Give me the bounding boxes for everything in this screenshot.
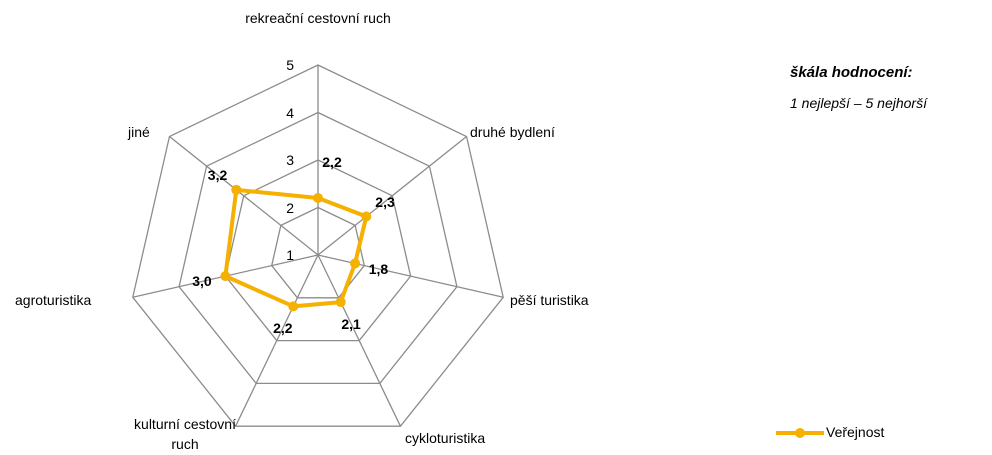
value-label: 1,8 <box>368 260 389 277</box>
tick-label: 4 <box>286 104 294 121</box>
category-label: druhé bydlení <box>470 124 555 140</box>
category-label: cykloturistika <box>405 430 486 446</box>
value-label: 3,0 <box>192 273 212 290</box>
value-label: 2,2 <box>322 154 342 170</box>
grid-ring <box>178 111 458 385</box>
series-point <box>350 258 361 269</box>
value-label: 3,2 <box>207 166 228 183</box>
annotation: 1 nejlepší – 5 nejhorší <box>790 95 927 111</box>
grid-ring <box>132 64 504 427</box>
legend-label: Veřejnost <box>826 424 885 440</box>
spoke <box>317 254 402 427</box>
spoke <box>317 254 504 298</box>
value-label: 2,1 <box>341 315 361 332</box>
category-label: rekreační cestovní ruch <box>245 10 391 26</box>
category-label: jiné <box>128 124 150 140</box>
series-point <box>220 271 231 282</box>
tick-label: 2 <box>286 199 294 216</box>
legend-marker <box>795 428 805 438</box>
series-point <box>313 193 323 203</box>
tick-label: 1 <box>286 247 294 263</box>
series-point <box>231 184 242 195</box>
annotation: škála hodnocení: <box>790 64 913 81</box>
grid-ring <box>224 159 412 342</box>
series-point <box>335 297 346 308</box>
category-label: agroturistika <box>15 292 92 308</box>
value-label: 2,3 <box>375 193 395 210</box>
grid-ring <box>270 206 366 299</box>
spoke <box>169 136 319 256</box>
category-label: kulturní cestovní ruch <box>134 416 236 452</box>
spoke <box>234 254 319 427</box>
series-line <box>223 187 369 309</box>
spoke <box>317 136 467 256</box>
series-point <box>361 211 372 222</box>
tick-label: 5 <box>286 57 294 73</box>
value-label: 2,2 <box>273 319 293 336</box>
category-label: pěší turistika <box>510 292 589 308</box>
series-point <box>288 301 299 312</box>
tick-label: 3 <box>286 152 294 168</box>
